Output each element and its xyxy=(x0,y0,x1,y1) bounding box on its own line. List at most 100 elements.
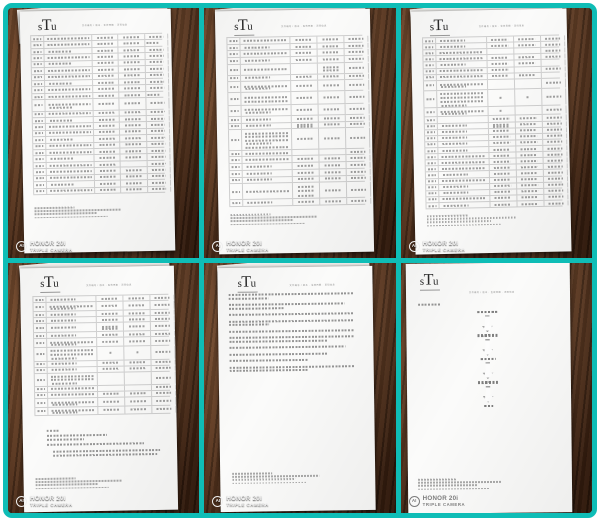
ai-camera-badge-icon: AI xyxy=(408,495,420,507)
footer-line xyxy=(417,481,502,484)
stu-logo: sTu xyxy=(419,271,440,291)
text-line xyxy=(229,312,355,317)
table-row[interactable] xyxy=(228,127,371,151)
header-meta: 文件编号 / 版本 · 生效日期 · 页码信息 xyxy=(81,24,128,28)
notes-section xyxy=(46,428,164,460)
document-page[interactable]: sTu 文件编号 / 版本 · 生效日期 · 页码信息 xyxy=(19,265,179,513)
logo-letter-u: u xyxy=(53,277,59,290)
note-line xyxy=(53,453,158,458)
text-line xyxy=(229,335,356,340)
footer-line xyxy=(417,484,479,487)
footer-line xyxy=(417,487,489,491)
text-line xyxy=(229,345,346,350)
honor-watermark: AI HONOR 20i TRIPLE CAMERA xyxy=(408,494,465,507)
footer-contact-block xyxy=(417,478,526,492)
ai-camera-badge-icon: AI xyxy=(16,240,27,252)
logo-letter-u: u xyxy=(247,20,253,33)
flow-arrow-down-icon xyxy=(481,315,492,332)
paragraph xyxy=(228,292,361,300)
flow-arrow-down-icon xyxy=(482,362,493,379)
photo-cell-5[interactable]: sTu 文件编号 / 版本 · 生效日期 · 页码信息 xyxy=(204,263,396,513)
watermark-model: HONOR 20i xyxy=(30,494,66,502)
note-line xyxy=(46,433,108,437)
stu-logo: sTu xyxy=(238,274,259,293)
header-meta: 文件编号 / 版本 · 生效日期 · 页码信息 xyxy=(289,284,336,288)
footer-line xyxy=(232,472,273,475)
footer-line xyxy=(34,208,121,213)
watermark-model: HONOR 20i xyxy=(422,494,459,502)
paragraph xyxy=(229,335,362,343)
footer-line xyxy=(34,206,75,210)
data-table[interactable] xyxy=(226,34,372,208)
logo-letter-u: u xyxy=(50,20,57,33)
photo-cell-3[interactable]: sTu 文件编号 / 版本 · 生效日期 · 页码信息 xyxy=(400,8,592,258)
flow-step-5 xyxy=(483,404,493,408)
photo-cell-2[interactable]: sTu 文件编号 / 版本 · 生效日期 · 页码信息 xyxy=(204,8,396,258)
data-table[interactable] xyxy=(32,293,177,417)
text-line xyxy=(229,296,269,300)
paragraph xyxy=(229,358,362,363)
watermark-model: HONOR 20i xyxy=(226,239,262,247)
logo-letter-t: T xyxy=(43,273,54,291)
footer-contact-block xyxy=(35,476,146,491)
logo-underline xyxy=(40,291,61,294)
header-meta: 文件编号 / 版本 · 生效日期 · 页码信息 xyxy=(478,25,525,29)
stu-logo: sTu xyxy=(234,17,255,37)
table-row[interactable] xyxy=(34,405,177,417)
footer-line xyxy=(426,214,468,218)
flow-arrow-down-icon xyxy=(482,339,493,356)
document-page[interactable]: sTu 文件编号 / 版本 · 生效日期 · 页码信息 xyxy=(217,265,377,513)
header-meta: 文件编号 / 版本 · 生效日期 · 页码信息 xyxy=(86,284,132,288)
photo-cell-1[interactable]: sTu 文件编号 / 版本 · 生效日期 · 页码信息 xyxy=(8,8,200,258)
footer-line xyxy=(35,477,76,480)
document-page[interactable]: sTu 文件编号 / 版本 · 生效日期 · 页码信息 xyxy=(19,8,176,254)
photo-cell-6[interactable]: sTu 文件编号 / 版本 · 生效日期 · 页码信息 xyxy=(400,263,592,513)
data-table[interactable] xyxy=(30,32,172,196)
flow-step-3 xyxy=(479,357,495,361)
data-table[interactable] xyxy=(421,34,569,210)
paragraph xyxy=(229,302,361,310)
document-page[interactable]: sTu 文件编号 / 版本 · 生效日期 · 页码信息 xyxy=(405,263,572,513)
footer-line xyxy=(35,486,109,490)
ai-camera-badge-icon: AI xyxy=(408,240,420,252)
watermark-tagline: TRIPLE CAMERA xyxy=(30,246,73,252)
ai-camera-badge-icon: AI xyxy=(212,495,224,507)
footer-line xyxy=(230,222,305,226)
footer-line xyxy=(34,215,108,219)
text-line xyxy=(229,306,285,310)
paragraph xyxy=(229,345,362,350)
ai-camera-badge-icon: AI xyxy=(16,495,27,507)
footer-line xyxy=(232,474,320,478)
text-line xyxy=(229,352,328,356)
note-line xyxy=(46,441,145,446)
logo-letter-t: T xyxy=(423,271,433,289)
header-meta: 文件编号 / 版本 · 生效日期 · 页码信息 xyxy=(468,291,515,295)
logo-letter-u: u xyxy=(432,275,438,288)
footer-contact-block xyxy=(426,213,540,228)
stu-logo: sTu xyxy=(38,17,59,37)
photo-cell-4[interactable]: sTu 文件编号 / 版本 · 生效日期 · 页码信息 xyxy=(8,263,200,513)
document-page[interactable]: sTu 文件编号 / 版本 · 生效日期 · 页码信息 xyxy=(215,8,375,255)
watermark-tagline: TRIPLE CAMERA xyxy=(226,246,269,252)
footer-contact-block xyxy=(232,471,344,485)
document-page[interactable]: sTu 文件编号 / 版本 · 生效日期 · 页码信息 xyxy=(410,8,572,255)
stu-logo: sTu xyxy=(429,16,450,37)
table-row[interactable] xyxy=(33,186,172,196)
honor-watermark: AI HONOR 20i TRIPLE CAMERA xyxy=(16,239,73,252)
flow-intro-label xyxy=(417,303,440,306)
paragraph xyxy=(229,328,362,333)
text-line xyxy=(229,318,355,323)
table-row[interactable] xyxy=(229,197,372,208)
text-line xyxy=(229,323,270,327)
watermark-model: HONOR 20i xyxy=(226,494,262,502)
watermark-tagline: TRIPLE CAMERA xyxy=(422,246,466,252)
honor-watermark: AI HONOR 20i TRIPLE CAMERA xyxy=(408,240,466,252)
logo-letter-t: T xyxy=(433,16,443,35)
stu-logo: sTu xyxy=(40,273,61,294)
note-line xyxy=(46,438,85,442)
watermark-model: HONOR 20i xyxy=(30,239,66,247)
text-line xyxy=(230,369,310,373)
flow-arrow-down-icon xyxy=(482,386,493,403)
watermark-tagline: TRIPLE CAMERA xyxy=(226,501,269,507)
paragraph xyxy=(229,312,361,317)
